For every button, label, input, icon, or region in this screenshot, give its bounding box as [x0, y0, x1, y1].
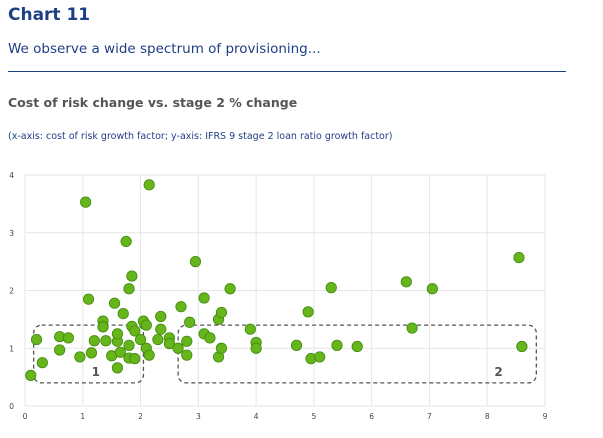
data-point — [351, 340, 363, 353]
data-point — [513, 251, 525, 264]
data-point — [250, 342, 262, 354]
data-point — [123, 339, 135, 351]
data-point — [54, 344, 66, 356]
data-point — [175, 301, 187, 313]
data-point — [331, 339, 343, 351]
data-point — [134, 333, 147, 346]
divider — [8, 71, 566, 72]
data-point — [111, 362, 124, 374]
data-point — [325, 282, 337, 294]
data-point — [244, 323, 256, 335]
x-tick-label: 5 — [311, 412, 316, 421]
data-point — [426, 283, 438, 295]
x-tick-label: 6 — [369, 412, 374, 421]
y-tick-label: 2 — [9, 287, 14, 296]
data-point — [172, 342, 184, 354]
data-point — [62, 332, 74, 344]
y-tick-label: 3 — [9, 229, 14, 238]
region-label-2: 2 — [494, 365, 502, 379]
data-point — [120, 235, 132, 248]
y-tick-label: 1 — [9, 344, 14, 353]
data-point — [155, 310, 167, 323]
x-tick-label: 1 — [80, 412, 85, 421]
x-tick-label: 0 — [23, 412, 28, 421]
data-point — [126, 270, 138, 282]
data-point — [290, 339, 303, 351]
data-point — [224, 283, 236, 295]
data-point — [123, 283, 135, 295]
data-point — [117, 307, 129, 320]
y-tick-label: 4 — [9, 171, 14, 180]
data-point — [129, 353, 141, 365]
data-point — [204, 332, 216, 344]
data-point — [74, 351, 86, 363]
data-point — [215, 342, 228, 354]
data-point — [100, 335, 112, 347]
data-point — [181, 349, 193, 361]
x-tick-label: 2 — [138, 412, 143, 421]
region-label-1: 1 — [92, 365, 100, 379]
data-point — [516, 340, 528, 353]
x-tick-label: 9 — [543, 412, 548, 421]
data-point — [152, 333, 164, 346]
subtitle: We observe a wide spectrum of provisioni… — [8, 41, 321, 57]
data-point — [140, 319, 152, 331]
data-point — [88, 335, 100, 347]
data-points — [25, 179, 528, 381]
data-point — [97, 321, 109, 333]
data-point — [129, 325, 141, 337]
x-tick-label: 7 — [427, 412, 432, 421]
region-box-1 — [33, 324, 145, 384]
data-point — [80, 196, 92, 208]
data-point — [111, 328, 124, 340]
data-point — [163, 338, 176, 350]
data-point — [181, 335, 193, 347]
data-point — [400, 276, 412, 288]
data-point — [25, 369, 37, 381]
data-point — [82, 293, 95, 305]
data-point — [184, 316, 196, 328]
y-tick-label: 0 — [9, 402, 14, 411]
x-tick-label: 3 — [196, 412, 201, 421]
data-point — [215, 306, 228, 319]
data-point — [189, 256, 202, 268]
data-point — [302, 306, 314, 318]
data-point — [198, 292, 210, 304]
x-tick-label: 8 — [485, 412, 490, 421]
chart-title: Cost of risk change vs. stage 2 % change — [8, 95, 298, 110]
data-point — [143, 179, 155, 191]
data-point — [114, 346, 126, 358]
data-point — [108, 297, 121, 309]
region-box-2 — [177, 324, 537, 384]
data-point — [314, 351, 326, 363]
data-point — [143, 349, 155, 361]
data-point — [30, 333, 43, 346]
chart-note: (x-axis: cost of risk growth factor; y-a… — [8, 131, 393, 142]
data-point — [36, 357, 48, 369]
data-point — [155, 323, 167, 335]
chart-number: Chart 11 — [8, 5, 91, 25]
gridlines — [24, 174, 546, 407]
x-tick-label: 4 — [254, 412, 259, 421]
data-point — [85, 347, 98, 359]
data-point — [406, 322, 418, 334]
